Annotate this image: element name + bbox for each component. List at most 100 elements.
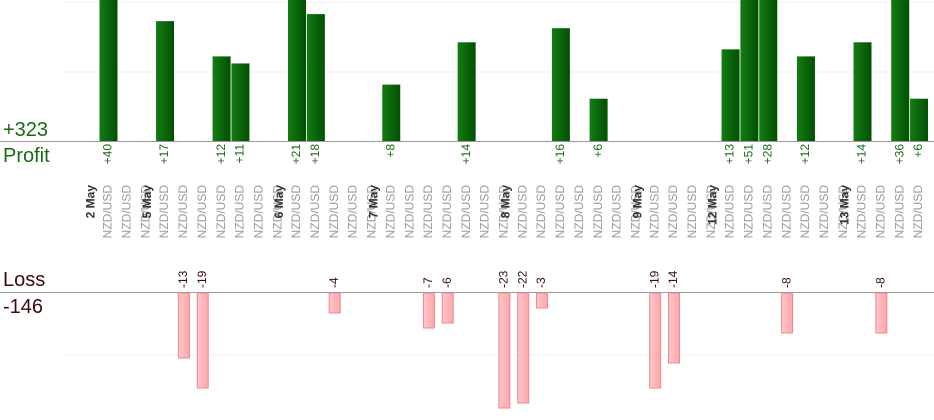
profit-bar: [910, 98, 929, 141]
pair-tick-label: NZD/USD: [515, 185, 529, 239]
profit-value-label: +21: [289, 144, 303, 165]
profit-bar: [99, 0, 118, 141]
pair-tick-label: NZD/USD: [440, 185, 454, 239]
pair-tick-label: NZD/USD: [402, 185, 416, 239]
profit-label: Profit: [3, 145, 50, 167]
pair-tick-label: NZD/USD: [685, 185, 699, 239]
loss-bar: [196, 292, 209, 389]
pair-tick-label: NZD/USD: [760, 185, 774, 239]
pair-tick-label: NZD/USD: [779, 185, 793, 239]
profit-bar: [156, 21, 175, 141]
profit-value-label: +51: [742, 144, 756, 165]
profit-value-label: +14: [855, 144, 869, 165]
loss-value-label: -13: [176, 270, 190, 288]
pair-tick-label: NZD/USD: [459, 185, 473, 239]
profit-bar: [796, 56, 815, 141]
profit-value-label: +16: [553, 144, 567, 165]
date-group-label: 6 May: [272, 185, 286, 219]
loss-bar: [422, 292, 435, 329]
pair-tick-label: NZD/USD: [855, 185, 869, 239]
profit-value-label: +28: [760, 144, 774, 165]
profit-bar: [759, 0, 778, 141]
date-group-label: 2 May: [84, 185, 98, 219]
pair-tick-label: NZD/USD: [497, 185, 511, 239]
pair-tick-label: NZD/USD: [346, 185, 360, 239]
pair-tick-label: NZD/USD: [138, 185, 152, 239]
loss-bar: [517, 292, 530, 404]
loss-value-label: -19: [195, 270, 209, 288]
loss-value-label: -4: [327, 277, 341, 288]
loss-value-label: -6: [440, 277, 454, 288]
profit-value-label: +17: [157, 144, 171, 165]
profit-value-label: +12: [798, 144, 812, 165]
pair-tick-label: NZD/USD: [610, 185, 624, 239]
pair-tick-label: NZD/USD: [666, 185, 680, 239]
profit-bar: [721, 49, 740, 141]
loss-bar: [177, 292, 190, 359]
profit-value-label: +14: [459, 144, 473, 165]
date-group-label: 12 May: [706, 185, 720, 225]
pair-tick-label: NZD/USD: [572, 185, 586, 239]
profit-value-label: +8: [383, 144, 397, 158]
pair-tick-label: NZD/USD: [817, 185, 831, 239]
pair-tick-label: NZD/USD: [421, 185, 435, 239]
profit-bar: [740, 0, 759, 141]
loss-bar: [781, 292, 794, 334]
date-group-label: 9 May: [630, 185, 644, 219]
pair-tick-label: NZD/USD: [836, 185, 850, 239]
pair-tick-label: NZD/USD: [553, 185, 567, 239]
loss-bar: [498, 292, 511, 409]
profit-value-label: +40: [101, 144, 115, 165]
pair-tick-label: NZD/USD: [742, 185, 756, 239]
pair-tick-label: NZD/USD: [798, 185, 812, 239]
pair-tick-label: NZD/USD: [478, 185, 492, 239]
date-group-label: 13 May: [838, 185, 852, 225]
profit-bar: [382, 84, 401, 141]
pair-tick-label: NZD/USD: [911, 185, 925, 239]
loss-value-label: -3: [534, 277, 548, 288]
loss-value-label: -7: [421, 277, 435, 288]
pair-tick-label: NZD/USD: [195, 185, 209, 239]
pair-tick-label: NZD/USD: [628, 185, 642, 239]
pair-tick-label: NZD/USD: [591, 185, 605, 239]
loss-value-label: -19: [647, 270, 661, 288]
profit-total: +323: [3, 119, 49, 141]
profit-bar: [212, 56, 231, 141]
pair-tick-label: NZD/USD: [176, 185, 190, 239]
profit-bar: [457, 42, 476, 141]
profit-value-label: +18: [308, 144, 322, 165]
loss-value-label: -22: [515, 270, 529, 288]
loss-value-label: -8: [874, 277, 888, 288]
pair-tick-label: NZD/USD: [270, 185, 284, 239]
pair-tick-label: NZD/USD: [233, 185, 247, 239]
profit-bar: [891, 0, 910, 141]
loss-value-label: -8: [779, 277, 793, 288]
pair-tick-label: NZD/USD: [101, 185, 115, 239]
profit-value-label: +12: [214, 144, 228, 165]
pair-tick-label: NZD/USD: [704, 185, 718, 239]
pair-tick-label: NZD/USD: [365, 185, 379, 239]
pair-tick-label: NZD/USD: [308, 185, 322, 239]
pair-tick-label: NZD/USD: [327, 185, 341, 239]
date-group-label: 8 May: [498, 185, 512, 219]
profit-value-label: +6: [911, 144, 925, 158]
loss-label: Loss: [3, 269, 46, 291]
pair-tick-label: NZD/USD: [874, 185, 888, 239]
pair-tick-label: NZD/USD: [289, 185, 303, 239]
profit-bar: [551, 28, 570, 142]
pair-tick-label: NZD/USD: [534, 185, 548, 239]
profit-value-label: +11: [233, 144, 247, 164]
pair-tick-label: NZD/USD: [120, 185, 134, 239]
loss-value-label: -23: [497, 270, 511, 288]
pair-tick-label: NZD/USD: [647, 185, 661, 239]
loss-bar: [875, 292, 888, 334]
profit-bar: [589, 98, 608, 141]
profit-bar: [231, 63, 250, 142]
loss-value-label: -14: [666, 270, 680, 288]
profit-bar: [306, 14, 325, 142]
profit-value-label: +6: [591, 144, 605, 158]
profit-value-label: +13: [723, 144, 737, 165]
loss-bar: [649, 292, 662, 389]
loss-bar: [328, 292, 341, 314]
